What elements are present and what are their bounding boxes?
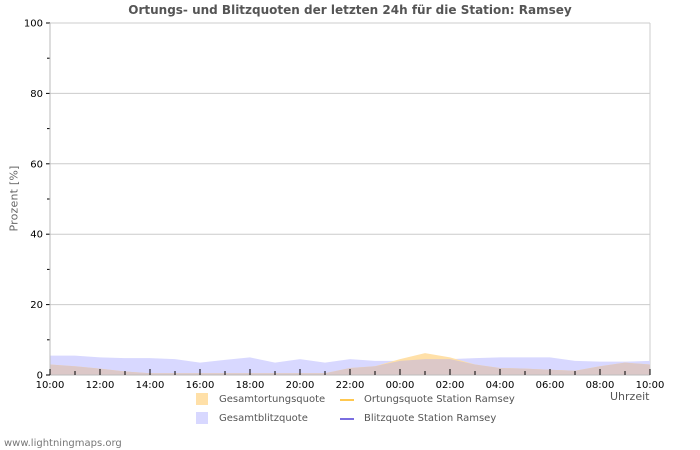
footer-link[interactable]: www.lightningmaps.org xyxy=(4,438,122,449)
y-axis-label: Prozent [%] xyxy=(7,165,21,232)
legend-label: Gesamtblitzquote xyxy=(219,413,308,424)
x-tick-label: 14:00 xyxy=(136,380,165,391)
x-tick-label: 02:00 xyxy=(436,380,465,391)
legend-label: Ortungsquote Station Ramsey xyxy=(364,394,515,405)
legend-label: Gesamtortungsquote xyxy=(219,394,326,405)
x-tick-label: 22:00 xyxy=(336,380,365,391)
y-tick-label: 20 xyxy=(30,300,43,311)
y-tick-label: 80 xyxy=(30,89,43,100)
x-tick-label: 10:00 xyxy=(36,380,65,391)
x-tick-label: 06:00 xyxy=(536,380,565,391)
legend-swatch-gesamtblitzquote xyxy=(196,412,208,424)
x-tick-label: 10:00 xyxy=(636,380,665,391)
x-tick-label: 18:00 xyxy=(236,380,265,391)
legend-swatch-gesamtortungsquote xyxy=(196,393,208,405)
chart-title: Ortungs- und Blitzquoten der letzten 24h… xyxy=(128,3,572,17)
y-tick-label: 0 xyxy=(37,371,43,382)
legend-label: Blitzquote Station Ramsey xyxy=(364,413,497,424)
y-tick-label: 100 xyxy=(24,19,43,30)
x-tick-label: 00:00 xyxy=(386,380,415,391)
x-tick-label: 16:00 xyxy=(186,380,215,391)
legend-line-ortungsquote-station xyxy=(340,399,354,401)
grid-lines xyxy=(50,22,651,375)
axes: 0 20 40 60 80 100 10:00 12:00 14:00 16:00 18:00 20:… xyxy=(24,19,665,392)
y-tick-label: 60 xyxy=(30,159,43,170)
x-tick-label: 20:00 xyxy=(286,380,315,391)
y-tick-label: 40 xyxy=(30,230,43,241)
x-axis-label: Uhrzeit xyxy=(610,390,650,403)
x-tick-label: 12:00 xyxy=(86,380,115,391)
x-tick-label: 08:00 xyxy=(586,380,615,391)
x-tick-label: 04:00 xyxy=(486,380,515,391)
legend-line-blitzquote-station xyxy=(340,418,354,420)
